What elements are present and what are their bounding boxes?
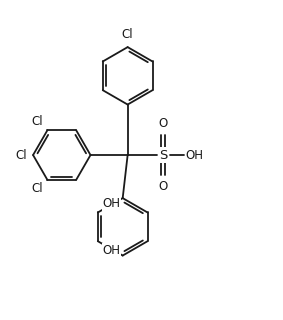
Text: Cl: Cl: [16, 148, 27, 162]
Text: Cl: Cl: [32, 115, 44, 128]
Text: OH: OH: [186, 148, 203, 162]
Text: Cl: Cl: [122, 28, 134, 41]
Text: O: O: [159, 117, 168, 130]
Text: O: O: [159, 180, 168, 193]
Text: Cl: Cl: [32, 182, 44, 196]
Text: OH: OH: [103, 197, 121, 210]
Text: S: S: [159, 148, 168, 162]
Text: OH: OH: [103, 244, 121, 257]
